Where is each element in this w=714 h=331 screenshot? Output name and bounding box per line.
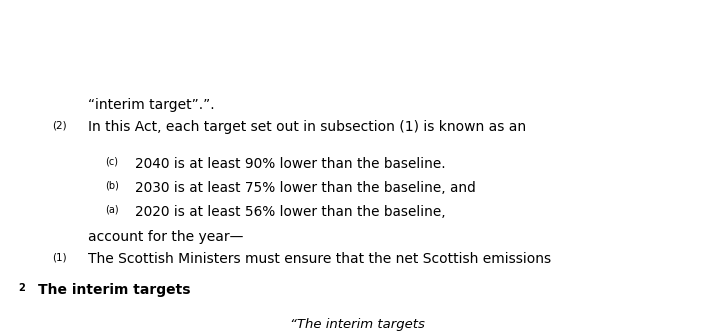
Text: account for the year—: account for the year—: [88, 230, 243, 244]
Text: (1): (1): [52, 252, 66, 262]
Text: “interim target”.”.: “interim target”.”.: [88, 98, 215, 112]
Text: 2040 is at least 90% lower than the baseline.: 2040 is at least 90% lower than the base…: [135, 157, 446, 171]
Text: “The interim targets: “The interim targets: [290, 318, 424, 331]
Text: 2: 2: [18, 283, 25, 293]
Text: 2020 is at least 56% lower than the baseline,: 2020 is at least 56% lower than the base…: [135, 205, 446, 219]
Text: (c): (c): [105, 157, 118, 167]
Text: The Scottish Ministers must ensure that the net Scottish emissions: The Scottish Ministers must ensure that …: [88, 252, 551, 266]
Text: (b): (b): [105, 181, 119, 191]
Text: The interim targets: The interim targets: [38, 283, 191, 297]
Text: (a): (a): [105, 205, 119, 215]
Text: 2030 is at least 75% lower than the baseline, and: 2030 is at least 75% lower than the base…: [135, 181, 476, 195]
Text: In this Act, each target set out in subsection (1) is known as an: In this Act, each target set out in subs…: [88, 120, 526, 134]
Text: (2): (2): [52, 120, 66, 130]
